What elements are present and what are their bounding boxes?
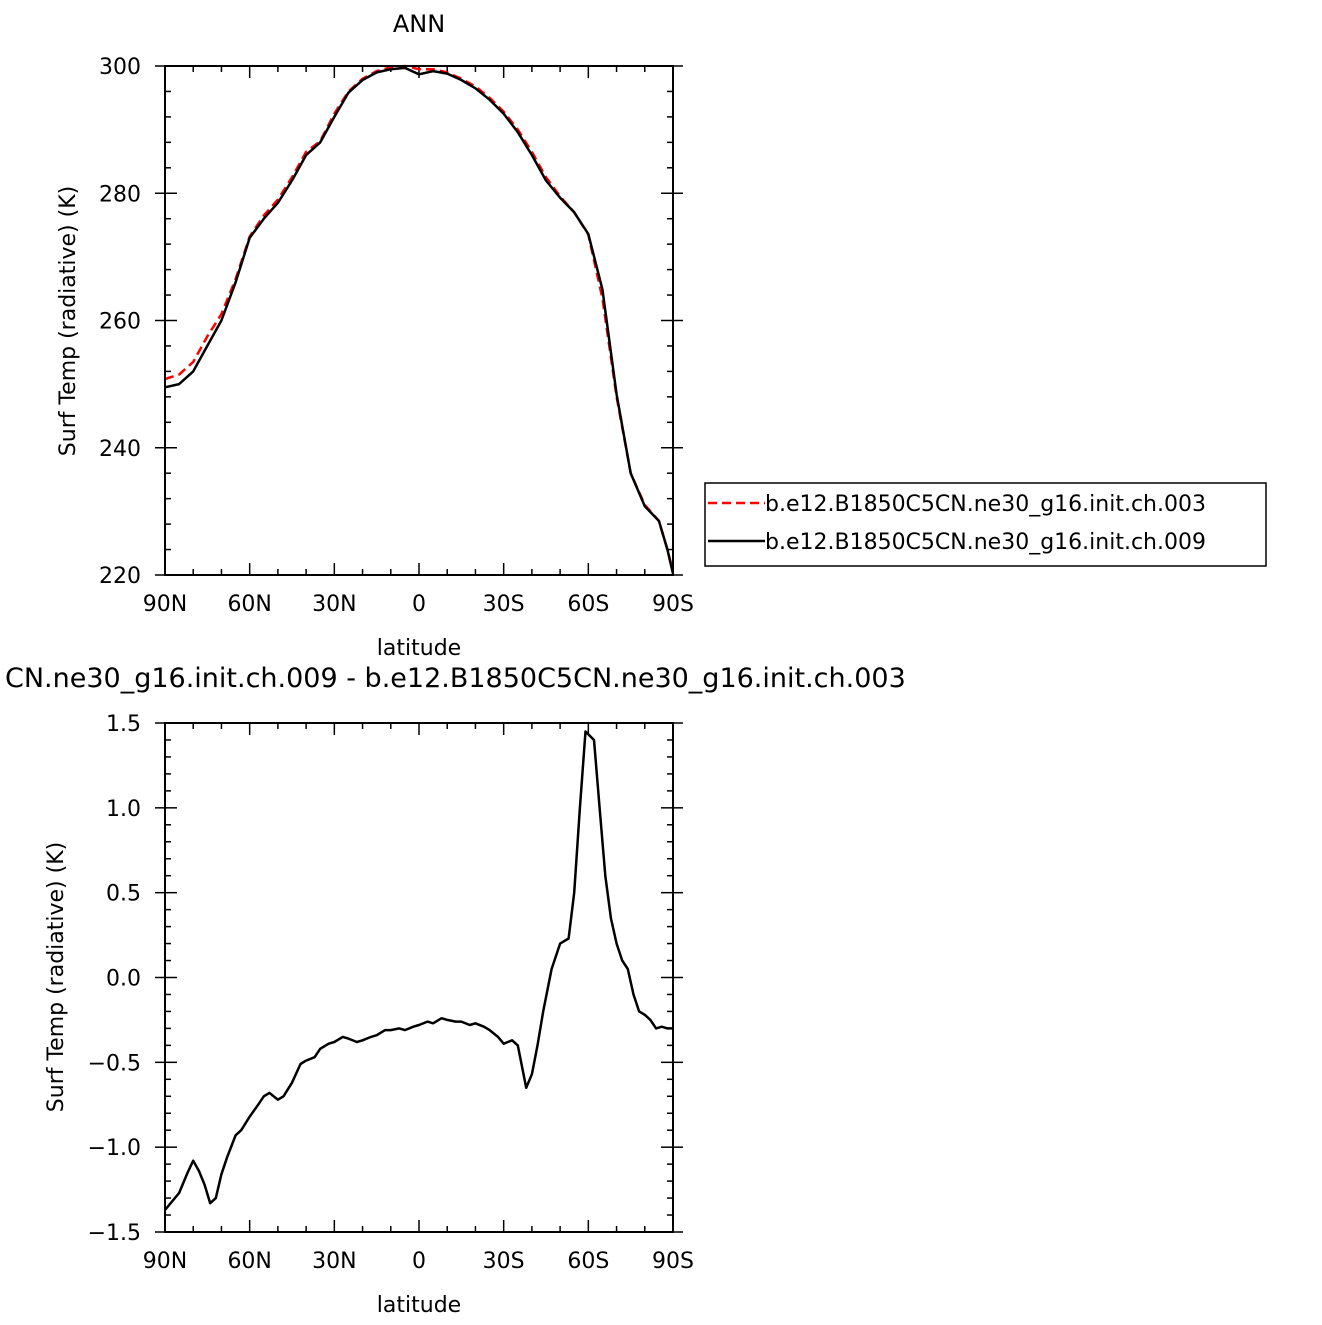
top-x-tick-label: 60S <box>567 592 609 617</box>
bottom-y-tick-label: 0.5 <box>106 882 141 907</box>
legend-box <box>704 482 1267 567</box>
bottom-y-tick-label: −1.0 <box>88 1136 141 1161</box>
bottom-x-axis-label: latitude <box>377 1293 461 1318</box>
top-chart-panel: ANN Surf Temp (radiative) (K) latitude 9… <box>56 10 1267 661</box>
top-legend: b.e12.B1850C5CN.ne30_g16.init.ch.003 b.e… <box>704 482 1267 567</box>
top-x-tick-label: 90N <box>143 592 187 617</box>
top-y-tick-label: 260 <box>99 310 141 335</box>
bottom-y-tick-label: 1.5 <box>106 712 141 737</box>
bottom-x-tick-label: 60S <box>567 1249 609 1274</box>
bottom-chart-panel: CN.ne30_g16.init.ch.009 - b.e12.B1850C5C… <box>5 663 906 1318</box>
bottom-y-tick-label: −1.5 <box>88 1221 141 1246</box>
bottom-x-tick-label: 30S <box>483 1249 525 1274</box>
bottom-y-tick-label: 0.0 <box>106 967 141 992</box>
top-x-tick-label: 90S <box>652 592 694 617</box>
top-y-tick-label: 240 <box>99 437 141 462</box>
bottom-series-line-0 <box>164 730 673 1211</box>
bottom-chart-title: CN.ne30_g16.init.ch.009 - b.e12.B1850C5C… <box>5 663 906 694</box>
bottom-x-tick-label: 0 <box>412 1249 426 1274</box>
top-plot-frame <box>164 65 674 576</box>
legend-label-series-009: b.e12.B1850C5CN.ne30_g16.init.ch.009 <box>765 530 1206 555</box>
bottom-y-axis-label: Surf Temp (radiative) (K) <box>44 842 69 1112</box>
top-y-tick-label: 220 <box>99 564 141 589</box>
bottom-y-tick-label: 1.0 <box>106 797 141 822</box>
top-x-axis-label: latitude <box>377 636 461 661</box>
top-y-axis-label: Surf Temp (radiative) (K) <box>56 186 81 456</box>
bottom-x-tick-label: 30N <box>312 1249 356 1274</box>
top-x-tick-label: 30S <box>483 592 525 617</box>
top-x-tick-label: 30N <box>312 592 356 617</box>
bottom-x-tick-label: 60N <box>227 1249 271 1274</box>
top-y-tick-label: 280 <box>99 182 141 207</box>
top-x-tick-label: 60N <box>227 592 271 617</box>
legend-label-series-003: b.e12.B1850C5CN.ne30_g16.init.ch.003 <box>765 492 1206 517</box>
top-series-line-0 <box>164 64 675 573</box>
top-x-tick-label: 0 <box>412 592 426 617</box>
bottom-plot-frame <box>164 722 674 1233</box>
top-y-tick-label: 300 <box>99 55 141 80</box>
top-series-line-1 <box>164 66 675 574</box>
bottom-y-tick-label: −0.5 <box>88 1051 141 1076</box>
bottom-x-tick-label: 90N <box>143 1249 187 1274</box>
top-chart-title: ANN <box>393 10 445 38</box>
bottom-x-tick-label: 90S <box>652 1249 694 1274</box>
